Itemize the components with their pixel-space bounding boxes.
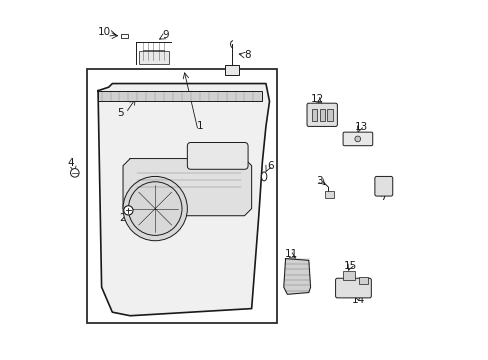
Bar (98, 91, 262, 102)
Text: 1: 1 (196, 121, 203, 131)
Text: 6: 6 (266, 161, 273, 171)
Text: 5: 5 (117, 108, 123, 118)
Bar (319, 109, 325, 121)
FancyBboxPatch shape (335, 278, 370, 298)
Text: 8: 8 (244, 50, 251, 60)
Text: 11: 11 (285, 249, 298, 259)
Text: 14: 14 (351, 295, 365, 305)
Bar (224, 64, 239, 75)
Polygon shape (123, 158, 251, 216)
Bar (87, 69, 276, 323)
FancyBboxPatch shape (374, 176, 392, 196)
Bar (342, 271, 354, 280)
Bar (121, 33, 127, 38)
Text: 10: 10 (98, 27, 111, 37)
Text: 4: 4 (67, 158, 74, 168)
Text: 12: 12 (310, 94, 323, 104)
Text: 9: 9 (162, 30, 168, 40)
Text: 2: 2 (120, 212, 126, 222)
Polygon shape (98, 84, 269, 316)
Circle shape (123, 176, 187, 241)
Polygon shape (283, 258, 310, 294)
Bar (358, 277, 367, 284)
FancyBboxPatch shape (187, 143, 247, 169)
Bar (311, 109, 317, 121)
Circle shape (123, 206, 133, 215)
Bar (326, 109, 332, 121)
FancyBboxPatch shape (343, 132, 372, 146)
FancyBboxPatch shape (306, 103, 337, 126)
Text: 3: 3 (316, 176, 322, 186)
Bar (324, 191, 333, 198)
Circle shape (70, 168, 79, 177)
Text: 7: 7 (380, 192, 386, 202)
Text: 13: 13 (354, 122, 367, 132)
Text: 15: 15 (343, 261, 357, 271)
Ellipse shape (261, 172, 266, 181)
Circle shape (354, 136, 360, 142)
Bar (139, 51, 169, 64)
